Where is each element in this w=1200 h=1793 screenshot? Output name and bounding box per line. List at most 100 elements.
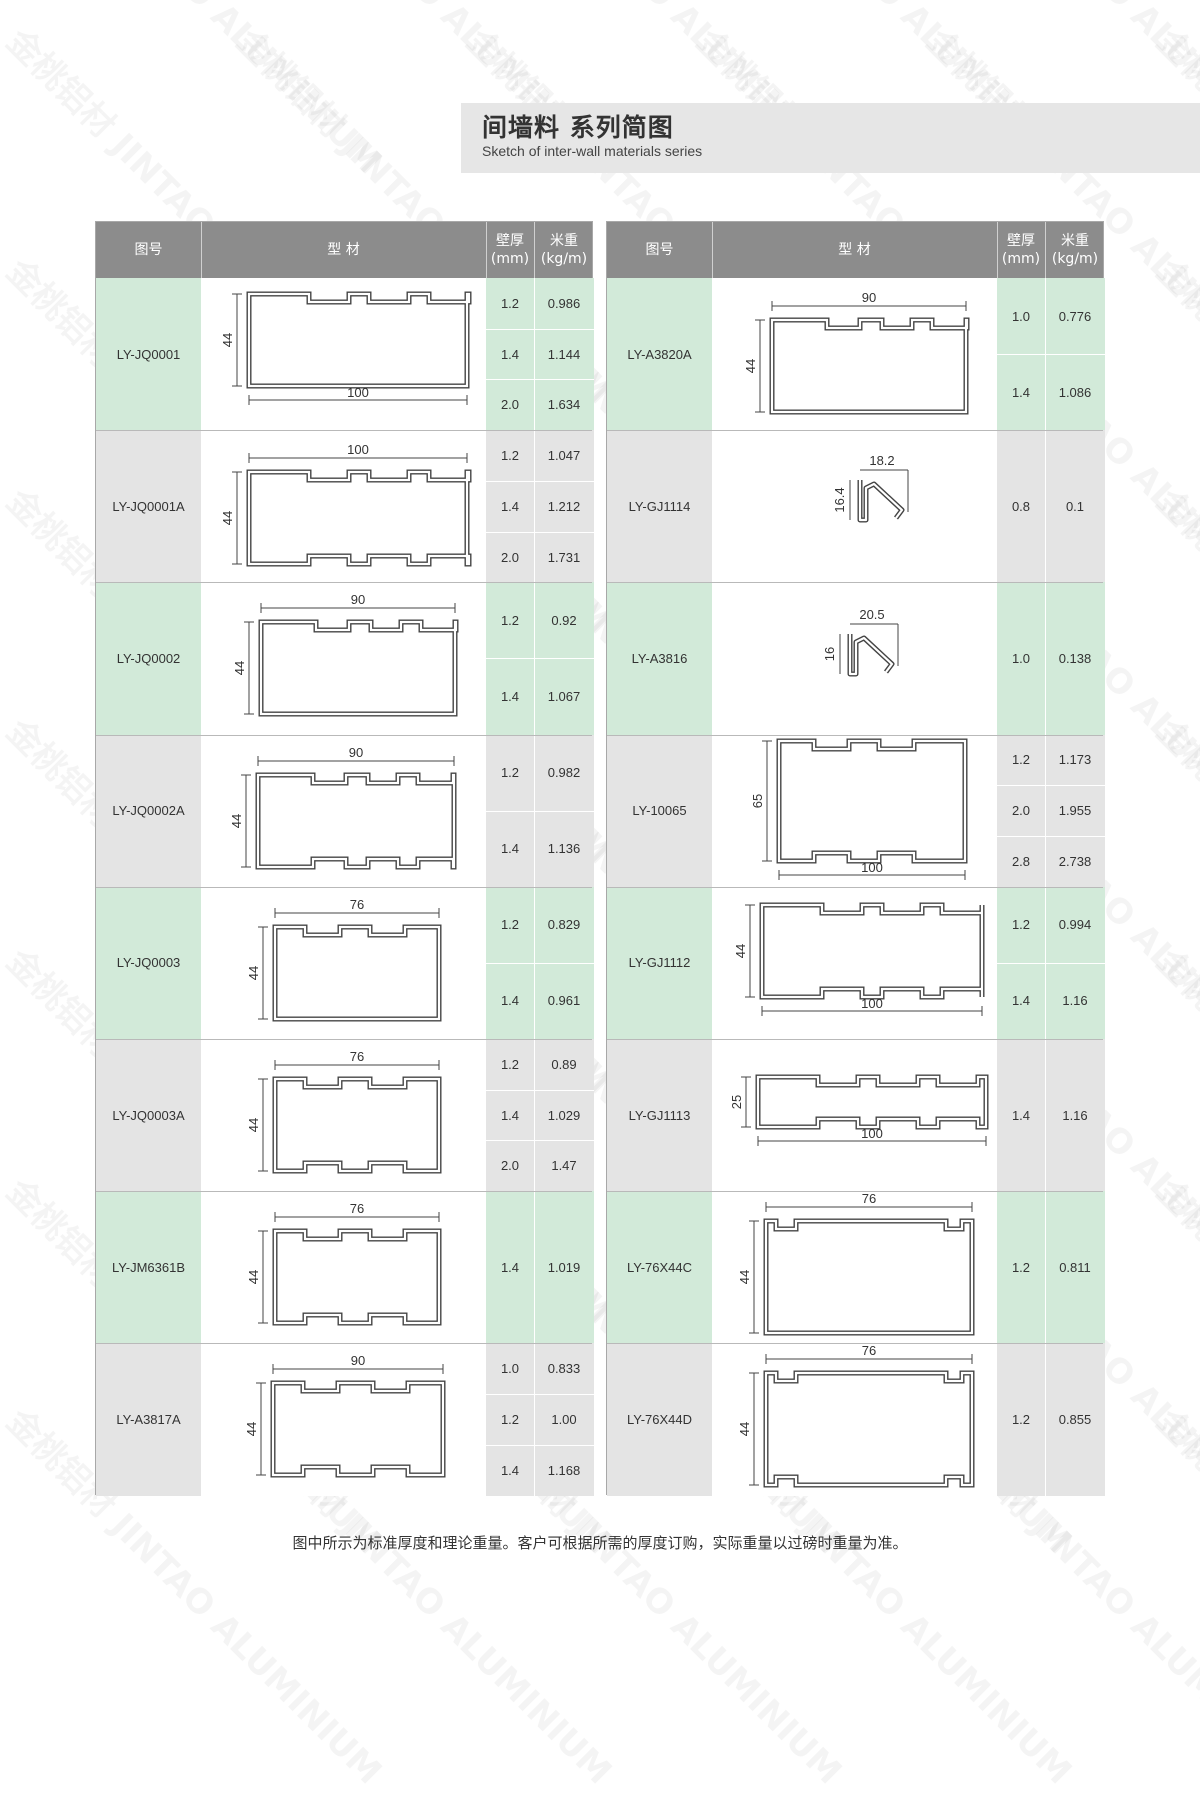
header-divider — [201, 222, 202, 278]
thickness-value: 1.2 — [1011, 917, 1031, 933]
profile-code: LY-GJ1113 — [607, 1039, 712, 1192]
width-dimension-label: 90 — [351, 1353, 365, 1368]
sub-row-divider — [486, 1394, 534, 1396]
sub-row-divider — [486, 810, 534, 812]
width-dimension-label: 100 — [861, 996, 883, 1011]
profile-outline — [272, 924, 442, 1022]
profile-code: LY-JQ0003 — [96, 886, 201, 1039]
row-divider — [96, 582, 592, 584]
sub-row-divider — [534, 1394, 594, 1396]
profile-drawing: 100 44 — [220, 442, 472, 567]
spec-row: LY-76X44C 76 44 1.2 0.811 — [607, 1191, 1105, 1344]
height-dimension-label: 44 — [220, 511, 235, 525]
profile-outline-inner — [271, 1382, 445, 1477]
profile-drawing-cell: 90 44 — [201, 582, 486, 735]
weight-value: 0.92 — [551, 612, 577, 628]
width-dimension-label: 100 — [347, 442, 369, 457]
profile-outline — [255, 772, 457, 870]
header-thickness: 壁厚 (mm) — [490, 233, 530, 267]
weight-cell: 0.855 — [1045, 1343, 1105, 1496]
profile-drawing: 76 44 — [737, 1191, 975, 1336]
header-weight: 米重 (kg/m) — [540, 233, 588, 267]
thickness-cell: 1.2 — [997, 1343, 1045, 1496]
sub-row-divider — [1045, 785, 1105, 787]
width-dimension-label: 76 — [350, 1201, 364, 1216]
profile-outline-inner — [273, 1077, 441, 1173]
thickness-cell: 1.0 1.2 1.4 — [486, 1343, 534, 1496]
sub-row-divider — [997, 785, 1045, 787]
height-dimension-label: 44 — [232, 661, 247, 675]
sub-row-divider — [534, 658, 594, 660]
thickness-cell: 1.2 2.0 2.8 — [997, 734, 1045, 887]
profile-outline-inner — [273, 1230, 441, 1325]
column-divider — [534, 430, 535, 583]
sub-row-divider — [534, 1089, 594, 1091]
profile-outline — [272, 1228, 442, 1326]
height-dimension-label: 44 — [246, 966, 261, 980]
sub-row-divider — [534, 1444, 594, 1446]
thickness-value: 1.2 — [500, 612, 520, 628]
row-divider — [96, 734, 592, 736]
weight-value: 1.955 — [1058, 803, 1092, 819]
profile-drawing: 100 44 — [733, 902, 985, 1016]
thickness-value: 1.4 — [1011, 993, 1031, 1009]
weight-cell: 1.173 1.955 2.738 — [1045, 734, 1105, 887]
weight-value: 1.136 — [547, 841, 581, 857]
profile-outline-inner — [777, 739, 967, 862]
profile-code: LY-JQ0001A — [96, 430, 201, 583]
height-dimension-label: 44 — [737, 1270, 752, 1284]
profile-drawing: 100 65 — [750, 738, 968, 880]
sub-row-divider — [486, 1140, 534, 1142]
header-thickness: 壁厚 (mm) — [1001, 233, 1041, 267]
table-header: 图号 型 材 壁厚 (mm) 米重 (kg/m) — [96, 222, 592, 278]
sub-row-divider — [997, 354, 1045, 356]
weight-cell: 0.829 0.961 — [534, 886, 594, 1039]
spec-row: LY-JQ0002A 90 44 1.2 1.4 0.982 1.136 — [96, 734, 594, 887]
profile-outline — [270, 1380, 446, 1478]
header-divider — [997, 222, 998, 278]
weight-cell: 0.833 1.00 1.168 — [534, 1343, 594, 1496]
header-divider — [534, 222, 535, 278]
thickness-cell: 1.2 1.4 — [486, 734, 534, 887]
thickness-value: 1.2 — [500, 1411, 520, 1427]
header-band — [461, 103, 1200, 173]
thickness-cell: 1.2 1.4 — [486, 582, 534, 735]
thickness-value: 1.4 — [500, 498, 520, 514]
weight-value: 1.00 — [551, 1411, 577, 1427]
column-divider — [1045, 1191, 1046, 1344]
column-divider — [1045, 430, 1046, 583]
height-dimension-label: 25 — [729, 1095, 744, 1109]
profile-drawing: 76 44 — [246, 1201, 442, 1326]
row-divider — [607, 1191, 1103, 1193]
width-dimension-label: 76 — [862, 1191, 876, 1206]
weight-value: 0.829 — [547, 917, 581, 933]
profile-drawing-cell: 76 44 — [201, 1039, 486, 1192]
width-dimension-label: 76 — [350, 897, 364, 912]
profile-drawing: 90 44 — [244, 1353, 446, 1478]
thickness-value: 1.2 — [500, 448, 520, 464]
spec-row: LY-76X44D 76 44 1.2 0.855 — [607, 1343, 1105, 1496]
row-divider — [96, 886, 592, 888]
weight-cell: 1.019 — [534, 1191, 594, 1344]
thickness-value: 1.0 — [1011, 650, 1031, 666]
weight-value: 0.1 — [1065, 498, 1085, 514]
thickness-value: 2.8 — [1011, 853, 1031, 869]
header-weight: 米重 (kg/m) — [1051, 233, 1099, 267]
column-divider — [1045, 886, 1046, 1039]
profile-outline — [246, 469, 472, 567]
weight-value: 1.047 — [547, 448, 581, 464]
spec-row: LY-JQ0001 100 44 1.2 1.4 2.0 0.986 1.144 1.634 — [96, 278, 594, 431]
width-dimension-label: 100 — [861, 860, 883, 875]
height-dimension-label: 16.4 — [832, 488, 847, 513]
thickness-cell: 1.2 1.4 2.0 — [486, 1039, 534, 1192]
column-divider — [534, 734, 535, 887]
profile-drawing-cell: 76 44 — [201, 1191, 486, 1344]
weight-value: 0.138 — [1058, 650, 1092, 666]
watermark-text: 金桃铝材 JINTAO ALUMINIUM — [1148, 936, 1200, 1333]
width-dimension-label: 90 — [862, 290, 876, 305]
row-divider — [96, 1039, 592, 1040]
watermark-text: 金桃铝材 JINTAO ALUMINIUM — [1148, 246, 1200, 643]
column-divider — [534, 278, 535, 431]
profile-outline-inner — [764, 1372, 974, 1487]
profile-drawing: 76 44 — [246, 1049, 442, 1174]
